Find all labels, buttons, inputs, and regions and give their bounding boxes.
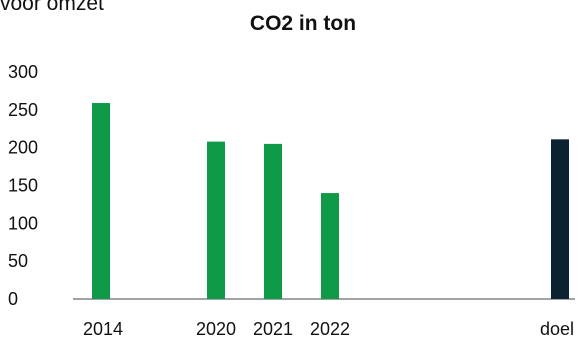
bar-2014 <box>92 103 110 299</box>
bar-doel <box>551 139 569 299</box>
x-axis-tick-labels: 2014 2020 2021 2022 doel <box>83 319 574 338</box>
y-tick-label: 0 <box>8 289 18 309</box>
y-axis-tick-labels: 0 50 100 150 200 250 300 <box>8 62 38 309</box>
y-tick-label: 250 <box>8 100 38 120</box>
y-tick-label: 300 <box>8 62 38 82</box>
x-tick-label-2022: 2022 <box>310 319 350 338</box>
bars-group <box>92 103 569 299</box>
bar-2022 <box>321 193 339 299</box>
header-fragment-text: voor omzet <box>0 0 104 15</box>
x-tick-label-2021: 2021 <box>253 319 293 338</box>
y-tick-label: 50 <box>8 251 28 271</box>
x-tick-label-2014: 2014 <box>83 319 123 338</box>
bar-2021 <box>264 143 282 299</box>
chart-title: CO2 in ton <box>250 12 356 35</box>
x-tick-label-doel: doel <box>540 319 574 338</box>
y-tick-label: 100 <box>8 213 38 233</box>
y-tick-label: 200 <box>8 138 38 158</box>
y-tick-label: 150 <box>8 176 38 196</box>
bar-2020 <box>207 141 225 299</box>
x-tick-label-2020: 2020 <box>196 319 236 338</box>
